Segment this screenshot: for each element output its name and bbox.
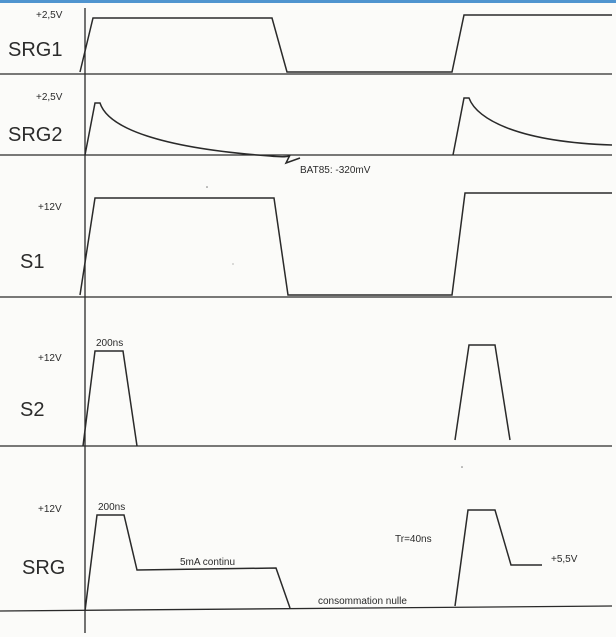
srg1-waveform xyxy=(79,14,612,73)
scan-speck xyxy=(461,466,463,468)
s2-pulse-1 xyxy=(82,350,138,447)
bat85-annotation: BAT85: -320mV xyxy=(300,165,371,176)
srg-right-level-annotation: +5,5V xyxy=(551,554,578,565)
s1-name-label: S1 xyxy=(20,251,44,273)
srg-pulse-width-annotation: 200ns xyxy=(98,502,125,513)
srg1-level-label: +2,5V xyxy=(36,10,63,21)
srg2-decay-waveform-1 xyxy=(84,102,291,158)
srg-level-label: +12V xyxy=(38,504,62,515)
trace-srg2: +2,5V SRG2 BAT85: -320mV xyxy=(0,92,613,176)
page-top-edge xyxy=(0,0,616,3)
srg-baseline xyxy=(0,605,613,612)
s2-name-label: S2 xyxy=(20,399,44,421)
srg2-negative-spike xyxy=(284,154,301,165)
srg-rise-time-annotation: Tr=40ns xyxy=(395,534,432,545)
trace-srg1: +2,5V SRG1 xyxy=(0,10,612,75)
srg-waveform-1 xyxy=(84,514,291,612)
s2-level-label: +12V xyxy=(38,353,62,364)
scan-speck xyxy=(206,186,208,188)
s2-pulse-width-annotation: 200ns xyxy=(96,338,123,349)
srg-zero-consumption-annotation: consommation nulle xyxy=(318,596,407,607)
trace-s1: +12V S1 xyxy=(0,192,612,298)
srg2-level-label: +2,5V xyxy=(36,92,63,103)
srg2-decay-waveform-2 xyxy=(452,97,613,156)
s2-pulse-2 xyxy=(454,344,511,441)
scan-speck xyxy=(232,263,234,265)
trace-srg: +12V SRG 200ns 5mA continu Tr=40ns +5,5V… xyxy=(0,502,613,612)
srg-continuous-annotation: 5mA continu xyxy=(180,557,235,568)
srg1-name-label: SRG1 xyxy=(8,39,62,61)
s1-waveform xyxy=(79,192,612,296)
srg2-name-label: SRG2 xyxy=(8,124,62,146)
srg-waveform-2 xyxy=(454,509,542,607)
s1-level-label: +12V xyxy=(38,202,62,213)
trace-s2: +12V S2 200ns xyxy=(0,338,612,447)
srg-name-label: SRG xyxy=(22,557,65,579)
